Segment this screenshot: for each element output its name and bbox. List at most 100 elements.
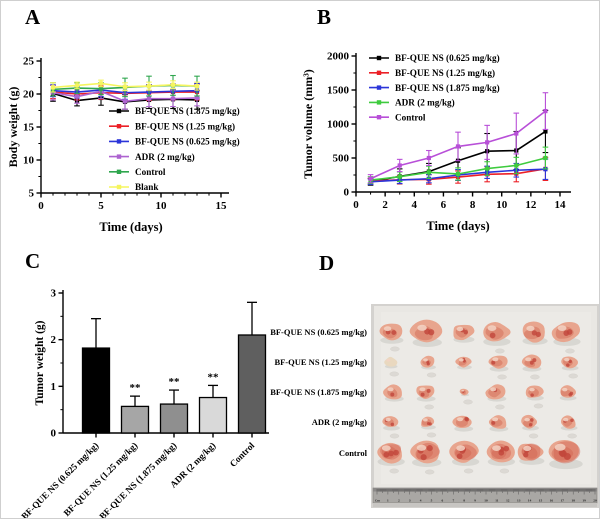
photo-row-label-4: Control [338, 448, 367, 458]
photo-row-label-0: BF-QUE NS (0.625 mg/kg) [270, 327, 367, 337]
tumor [421, 416, 437, 438]
chart-text: 15 [23, 122, 35, 134]
chart-text: 20 [593, 499, 597, 503]
tumor [488, 355, 509, 380]
chart-text: 20 [23, 89, 35, 101]
chart-text: 500 [333, 153, 350, 165]
tumor [486, 440, 516, 474]
data-point [543, 108, 548, 114]
chart-text: 8 [470, 199, 476, 211]
chart-text: 5 [98, 200, 104, 212]
bar-BF-QUE NS (1.25 mg/kg): ** [120, 382, 150, 438]
chart-text: 10 [496, 199, 508, 211]
chart-text: ADR (2 mg/kg) [135, 152, 195, 162]
chart-text: 0 [353, 199, 359, 211]
tumor [560, 415, 578, 439]
tumor-row-3 [382, 414, 578, 439]
chart-text: 6 [442, 499, 444, 503]
tumor [410, 440, 442, 475]
bar-ADR (2 mg/kg): ** [198, 371, 228, 438]
chart-text: ADR (2 mg/kg) [395, 98, 455, 108]
tumor [384, 356, 399, 377]
chart-text: ** [208, 371, 220, 383]
panel-a-label: A [25, 5, 41, 29]
axes [36, 58, 229, 198]
tumor [409, 319, 443, 347]
chart-text: Control [135, 167, 166, 177]
tumor [521, 414, 539, 439]
data-point [543, 129, 548, 134]
chart-text: 10 [156, 200, 168, 212]
data-point [485, 140, 490, 145]
data-point [98, 81, 104, 86]
chart-text: 1500 [327, 85, 350, 97]
chart-text: BF-QUE NS (1.25 mg/kg) [62, 440, 140, 518]
data-point [426, 155, 431, 161]
series-Control [367, 92, 549, 184]
data-point [146, 96, 152, 101]
chart-text: 4 [420, 499, 422, 503]
data-point [514, 163, 519, 168]
tumor [459, 388, 473, 405]
tumor [483, 321, 511, 354]
chart-text: 2 [51, 334, 57, 346]
chart-text: BF-QUE NS (0.625 mg/kg) [395, 53, 500, 63]
legend: BF-QUE NS (1.875 mg/kg) BF-QUE NS (1.25 m… [109, 106, 240, 192]
tumor [455, 356, 472, 370]
tumor [561, 356, 579, 379]
chart-text: 1 [51, 381, 57, 393]
chart-text: Cm [375, 499, 380, 503]
chart-text: Control [395, 112, 426, 122]
chart-text: 2000 [327, 51, 350, 63]
chart-text: 8 [463, 499, 465, 503]
chart-text: 13 [517, 499, 521, 503]
chart-text: 5 [431, 499, 433, 503]
data-point [455, 144, 461, 149]
tumor [420, 355, 437, 378]
chart-text: 12 [525, 199, 537, 211]
chart-text: 3 [51, 288, 57, 300]
data-point [397, 163, 402, 168]
tumor [383, 384, 404, 402]
data-point [170, 96, 176, 101]
data-point [74, 94, 80, 99]
data-point [50, 85, 56, 90]
chart-text: Tumor volume (mm³) [301, 69, 315, 179]
chart-text: 10 [23, 155, 35, 167]
photo-row-label-1: BF-QUE NS (1.25 mg/kg) [274, 357, 367, 367]
chart-text: 1 [387, 499, 389, 503]
tumor-weight-bar-chart: 0 1 2 3 Tumor weight (g) BF-QUE NS (0.625 mg/… [19, 288, 269, 518]
chart-text: BF-QUE NS (0.625 mg/kg) [135, 137, 240, 147]
photo-row-label-2: BF-QUE NS (1.875 mg/kg) [270, 387, 367, 397]
chart-text: 0 [38, 200, 44, 212]
panel-d-label: D [319, 251, 335, 275]
tumor [517, 443, 545, 465]
chart-text: ** [169, 376, 181, 388]
tumor-volume-line-chart: 0 2 4 6 8 10 12 14 0 500 1000 1500 2000 Time (days) Tu… [301, 51, 571, 233]
data-point [98, 86, 104, 91]
chart-text: Time (days) [426, 219, 489, 233]
excised-tumors-photo: Cm 1 2 3 4 5 6 7 8 9 10 11 12 13 14 15 16 17 18 19 20 [371, 304, 599, 508]
tumor [377, 442, 405, 474]
tumor [522, 321, 548, 345]
data-point [122, 84, 128, 89]
chart-text: BF-QUE NS (1.875 mg/kg) [135, 106, 240, 116]
chart-text: 2 [398, 499, 400, 503]
chart-text: Tumor weight (g) [34, 320, 46, 405]
tumor [416, 385, 436, 410]
chart-text: 15 [539, 499, 543, 503]
tumor-row-0 [379, 319, 581, 354]
chart-text: 14 [528, 499, 532, 503]
chart-text: 6 [441, 199, 447, 211]
data-point [426, 170, 431, 175]
tumor [453, 324, 475, 343]
chart-text: 12 [506, 499, 510, 503]
chart-text: 7 [452, 499, 454, 503]
data-point [368, 176, 373, 181]
chart-text: 1000 [327, 119, 350, 131]
panel-b-label: B [317, 5, 332, 29]
data-point [122, 99, 128, 104]
chart-text: 4 [412, 199, 418, 211]
